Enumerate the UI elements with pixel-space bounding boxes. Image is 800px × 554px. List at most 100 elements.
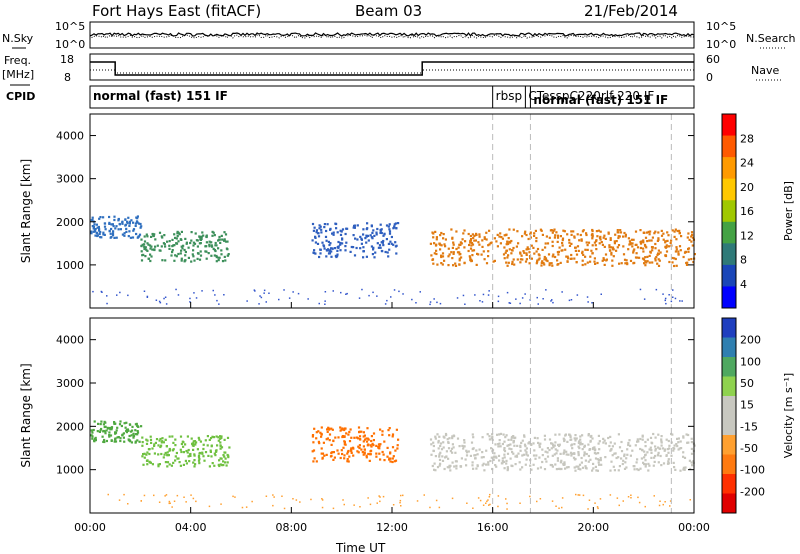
data-cell bbox=[451, 461, 454, 464]
data-cell bbox=[584, 465, 587, 468]
data-cell bbox=[195, 239, 198, 242]
data-cell bbox=[472, 447, 475, 450]
data-cell bbox=[687, 232, 690, 235]
data-cell bbox=[597, 442, 600, 445]
data-cell bbox=[610, 460, 613, 463]
data-cell bbox=[439, 451, 442, 454]
data-cell bbox=[544, 450, 547, 453]
ground-cell bbox=[127, 294, 129, 297]
data-cell bbox=[316, 232, 319, 235]
data-cell bbox=[211, 245, 214, 248]
ground-cell bbox=[479, 499, 482, 502]
data-cell bbox=[629, 241, 632, 244]
data-cell bbox=[138, 440, 141, 443]
data-cell bbox=[94, 439, 97, 442]
data-cell bbox=[171, 449, 174, 452]
data-cell bbox=[475, 263, 478, 266]
data-cell bbox=[477, 241, 480, 244]
data-cell bbox=[494, 443, 497, 446]
data-cell bbox=[670, 239, 673, 242]
data-cell bbox=[326, 428, 329, 431]
ground-cell bbox=[545, 289, 547, 291]
data-cell bbox=[489, 242, 492, 245]
ground-cell bbox=[662, 503, 664, 506]
data-cell bbox=[672, 447, 675, 450]
data-cell bbox=[219, 444, 222, 447]
data-cell bbox=[679, 469, 682, 472]
data-cell bbox=[109, 428, 112, 431]
data-cell bbox=[543, 258, 546, 261]
data-cell bbox=[525, 233, 528, 237]
data-cell bbox=[181, 247, 184, 250]
data-cell bbox=[387, 242, 390, 245]
data-cell bbox=[444, 245, 447, 248]
data-cell bbox=[553, 236, 556, 239]
data-cell bbox=[558, 444, 561, 447]
ground-cell bbox=[346, 292, 348, 295]
data-cell bbox=[217, 436, 220, 439]
data-cell bbox=[595, 469, 598, 472]
data-cell bbox=[199, 250, 202, 253]
data-cell bbox=[485, 238, 488, 241]
data-cell bbox=[519, 444, 522, 447]
data-cell bbox=[652, 464, 655, 467]
data-cell bbox=[530, 468, 533, 471]
ground-cell bbox=[107, 493, 109, 496]
data-cell bbox=[320, 231, 323, 234]
data-cell bbox=[108, 229, 111, 232]
data-cell bbox=[128, 434, 131, 438]
data-cell bbox=[313, 226, 316, 229]
data-cell bbox=[553, 453, 556, 456]
data-cell bbox=[435, 238, 438, 241]
data-cell bbox=[326, 223, 329, 226]
data-cell bbox=[356, 238, 359, 241]
data-cell bbox=[325, 453, 328, 456]
data-cell bbox=[90, 230, 93, 233]
data-cell bbox=[380, 231, 383, 235]
data-cell bbox=[136, 433, 139, 436]
data-cell bbox=[482, 462, 485, 465]
data-cell bbox=[98, 229, 101, 232]
data-cell bbox=[474, 457, 477, 460]
data-cell bbox=[517, 452, 520, 455]
data-cell bbox=[318, 442, 321, 445]
data-cell bbox=[328, 439, 331, 442]
ground-cell bbox=[509, 302, 512, 304]
data-cell bbox=[497, 443, 500, 446]
data-cell bbox=[90, 219, 93, 222]
data-cell bbox=[118, 223, 121, 226]
data-cell bbox=[634, 444, 637, 447]
data-cell bbox=[386, 251, 389, 254]
data-cell bbox=[664, 448, 667, 451]
data-cell bbox=[90, 232, 93, 235]
data-cell bbox=[187, 246, 190, 249]
ground-cell bbox=[201, 290, 203, 292]
data-cell bbox=[192, 249, 195, 252]
ground-cell bbox=[265, 301, 267, 303]
data-cell bbox=[435, 252, 438, 256]
data-cell bbox=[609, 449, 612, 452]
ground-cell bbox=[637, 496, 639, 499]
data-cell bbox=[509, 457, 512, 460]
data-cell bbox=[658, 259, 661, 262]
data-cell bbox=[352, 447, 355, 450]
data-cell bbox=[94, 228, 97, 231]
data-cell bbox=[200, 237, 203, 241]
data-cell bbox=[349, 448, 353, 451]
data-cell bbox=[603, 263, 606, 266]
data-cell bbox=[648, 233, 651, 236]
data-cell bbox=[322, 245, 326, 248]
ground-cell bbox=[176, 494, 179, 497]
data-cell bbox=[506, 466, 509, 469]
data-cell bbox=[121, 433, 124, 436]
data-cell bbox=[341, 435, 344, 439]
data-cell bbox=[538, 444, 541, 447]
data-cell bbox=[355, 436, 358, 439]
data-cell bbox=[93, 439, 96, 442]
ground-cell bbox=[669, 500, 672, 502]
data-cell bbox=[525, 253, 528, 256]
data-cell bbox=[523, 434, 526, 437]
data-cell bbox=[140, 238, 143, 241]
data-cell bbox=[635, 252, 638, 255]
data-cell bbox=[102, 440, 105, 443]
